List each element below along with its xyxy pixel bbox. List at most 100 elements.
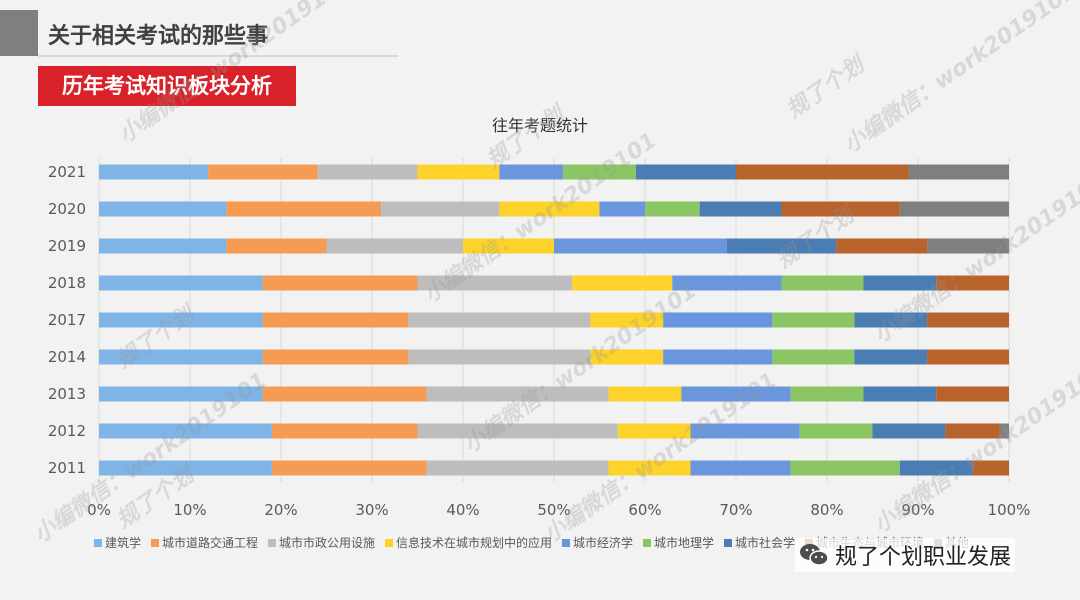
y-tick-label: 2020 [48,200,86,218]
bar-segment [908,164,1009,180]
legend-swatch [385,539,393,547]
legend-swatch [724,539,732,547]
bar-segment [99,275,263,291]
bar-segment [790,386,864,402]
bar-segment [99,312,263,328]
bar-segment [854,349,928,365]
legend-label: 城市经济学 [573,535,633,550]
x-tick-label: 30% [355,501,388,519]
wechat-account-badge: 规了个划职业发展 [795,538,1016,572]
y-axis-labels: 2021 2020 2019 2018 2017 2014 2013 2012 2011 [48,163,86,477]
legend-item: 城市地理学 [643,535,714,550]
x-tick-label: 90% [901,501,934,519]
x-tick-label: 50% [537,501,570,519]
legend-swatch [643,539,651,547]
legend-swatch [151,539,159,547]
y-tick-label: 2012 [48,422,86,440]
legend-swatch [562,539,570,547]
bar-segment [772,349,855,365]
section-title: 历年考试知识板块分析 [38,66,296,106]
bar-segment [781,201,900,217]
bar-segment [681,386,791,402]
legend-item: 城市经济学 [562,535,633,550]
bar-segment [927,349,1009,365]
legend-swatch [268,539,276,547]
bar-segment [863,386,937,402]
y-tick-label: 2019 [48,237,86,255]
bar-segment [408,312,591,328]
bar-segment [672,275,782,291]
legend-item: 建筑学 [94,535,141,550]
y-tick-label: 2018 [48,274,86,292]
bar-segment [781,275,864,291]
bar-segment [99,349,263,365]
bar-segment [690,460,791,476]
y-tick-label: 2013 [48,385,86,403]
bar-segment [599,201,645,217]
bar-segment [226,201,382,217]
x-tick-label: 100% [988,501,1031,519]
bar-segment [426,386,609,402]
bar-segment [226,238,327,254]
bar-segment [617,423,691,439]
bar-segment [699,201,782,217]
bar-segment [417,423,618,439]
x-tick-label: 10% [173,501,206,519]
bar-segment [899,460,973,476]
page-title: 关于相关考试的那些事 [48,24,269,49]
bar-segment [690,423,800,439]
bar-segment [408,349,591,365]
bar-segment [663,312,773,328]
legend-swatch [94,539,102,547]
bar-segment [208,164,318,180]
bar-segment [499,201,600,217]
chart-bars [99,164,1009,476]
bar-segment [271,423,418,439]
bar-segment [99,164,209,180]
wechat-icon [799,542,829,568]
legend-label: 城市地理学 [654,535,714,550]
y-tick-label: 2014 [48,348,86,366]
bar-segment [799,423,873,439]
x-tick-label: 20% [264,501,297,519]
x-tick-label: 40% [446,501,479,519]
bar-segment [836,238,928,254]
y-tick-label: 2021 [48,163,86,181]
bar-segment [326,238,463,254]
bar-segment [262,312,409,328]
x-tick-label: 0% [87,501,111,519]
bar-segment [972,460,1009,476]
bar-segment [608,460,691,476]
bar-segment [726,238,837,254]
bar-segment [554,238,727,254]
bar-segment [99,460,272,476]
bar-segment [262,386,427,402]
bar-segment [99,201,227,217]
legend-item: 城市道路交通工程 [151,535,258,550]
bar-segment [417,275,573,291]
x-axis-labels: 0% 10% 20% 30% 40% 50% 60% 70% 80% 90% 100% [87,501,1030,519]
legend-label: 城市道路交通工程 [162,535,258,550]
bar-segment [99,423,272,439]
bar-segment [590,312,664,328]
legend-label: 信息技术在城市规划中的应用 [396,535,552,550]
bar-segment [936,275,1009,291]
bar-segment [317,164,418,180]
bar-segment [99,386,263,402]
bar-segment [99,238,227,254]
bar-segment [927,312,1009,328]
bar-segment [262,349,409,365]
bar-segment [381,201,500,217]
bar-segment [999,423,1009,439]
bar-segment [463,238,554,254]
bar-segment [608,386,682,402]
bar-segment [899,201,1009,217]
bar-segment [563,164,636,180]
header-underline [38,55,398,57]
bar-segment [590,349,664,365]
wechat-account-name: 规了个划职业发展 [835,545,1012,570]
bar-segment [772,312,855,328]
bar-segment [736,164,909,180]
bar-segment [271,460,427,476]
